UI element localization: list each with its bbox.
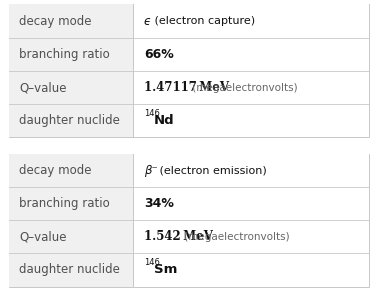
Text: daughter nuclide: daughter nuclide [19, 263, 120, 276]
Text: 146: 146 [144, 109, 160, 118]
Text: (electron emission): (electron emission) [156, 165, 266, 175]
Text: (megaelectronvolts): (megaelectronvolts) [189, 83, 297, 93]
Bar [133, 154, 369, 187]
Text: (megaelectronvolts): (megaelectronvolts) [181, 232, 289, 242]
Bar [9, 253, 133, 287]
Bar [9, 154, 369, 287]
Bar [133, 38, 369, 71]
Bar [133, 187, 369, 220]
Text: 1.542 MeV: 1.542 MeV [144, 230, 213, 243]
Bar [9, 187, 133, 220]
Text: Q–value: Q–value [19, 81, 67, 94]
Text: Sm: Sm [154, 263, 178, 276]
Text: branching ratio: branching ratio [19, 48, 110, 61]
Text: 66%: 66% [144, 48, 174, 61]
Bar [9, 4, 369, 137]
Bar [9, 4, 133, 38]
Text: Nd: Nd [154, 114, 175, 127]
Text: 34%: 34% [144, 197, 174, 210]
Bar [9, 71, 133, 104]
Bar [9, 104, 133, 137]
Bar [9, 220, 133, 253]
Text: decay mode: decay mode [19, 164, 92, 177]
Text: 146: 146 [144, 258, 160, 267]
Bar [133, 4, 369, 38]
Text: ϵ: ϵ [144, 15, 151, 28]
Bar [9, 38, 133, 71]
Text: branching ratio: branching ratio [19, 197, 110, 210]
Text: β⁻: β⁻ [144, 164, 158, 177]
Bar [133, 71, 369, 104]
Text: daughter nuclide: daughter nuclide [19, 114, 120, 127]
Bar [133, 104, 369, 137]
Bar [9, 154, 133, 187]
Text: (electron capture): (electron capture) [151, 16, 255, 26]
Text: Q–value: Q–value [19, 230, 67, 243]
Text: decay mode: decay mode [19, 15, 92, 28]
Text: 1.47117 MeV: 1.47117 MeV [144, 81, 229, 94]
Bar [133, 253, 369, 287]
Bar [133, 220, 369, 253]
